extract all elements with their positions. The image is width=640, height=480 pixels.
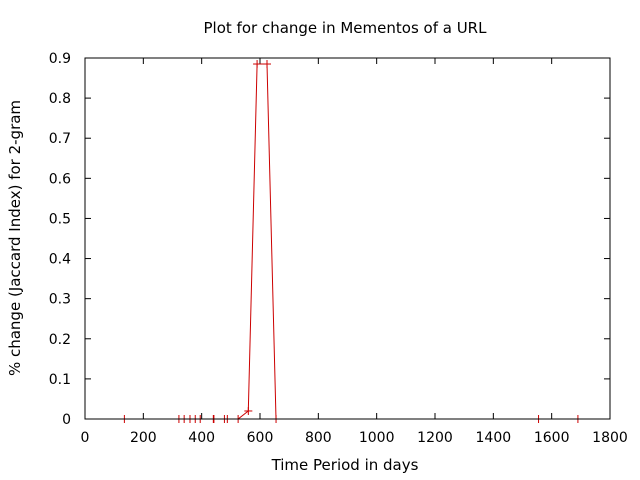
y-tick-label: 0.3 [49, 292, 71, 308]
y-tick-label: 0.4 [49, 252, 71, 268]
x-tick-label: 800 [305, 430, 332, 446]
x-tick-label: 0 [81, 430, 90, 446]
x-tick-label: 200 [130, 430, 157, 446]
series-line [124, 63, 578, 420]
x-tick-label: 1800 [592, 430, 628, 446]
x-axis-title: Time Period in days [271, 456, 419, 474]
data-point [263, 60, 271, 69]
y-tick-label: 0 [62, 412, 71, 428]
data-layer [120, 60, 582, 423]
y-tick-label: 0.7 [49, 131, 71, 147]
x-tick-label: 1600 [534, 430, 570, 446]
x-tick-label: 600 [247, 430, 274, 446]
y-tick-label: 0.9 [49, 51, 71, 67]
y-axis-title: % change (Jaccard Index) for 2-gram [6, 100, 24, 376]
chart-title: Plot for change in Mementos of a URL [204, 19, 488, 37]
data-point [253, 60, 262, 69]
plot-frame [84, 57, 611, 420]
y-tick-label: 0.6 [49, 171, 71, 187]
y-tick-label: 0.1 [49, 372, 71, 388]
x-tick-label: 1200 [417, 430, 453, 446]
x-tick-label: 1400 [476, 430, 512, 446]
ticks-layer: 0 200 400 600 800 1000 1200 1400 1600 1800 0 0.1 0.2… [49, 51, 628, 446]
y-tick-label: 0.2 [49, 332, 71, 348]
data-point [244, 406, 253, 415]
y-tick-label: 0.5 [49, 211, 71, 227]
x-tick-label: 400 [188, 430, 215, 446]
x-tick-label: 1000 [359, 430, 395, 446]
y-tick-label: 0.8 [49, 91, 71, 107]
